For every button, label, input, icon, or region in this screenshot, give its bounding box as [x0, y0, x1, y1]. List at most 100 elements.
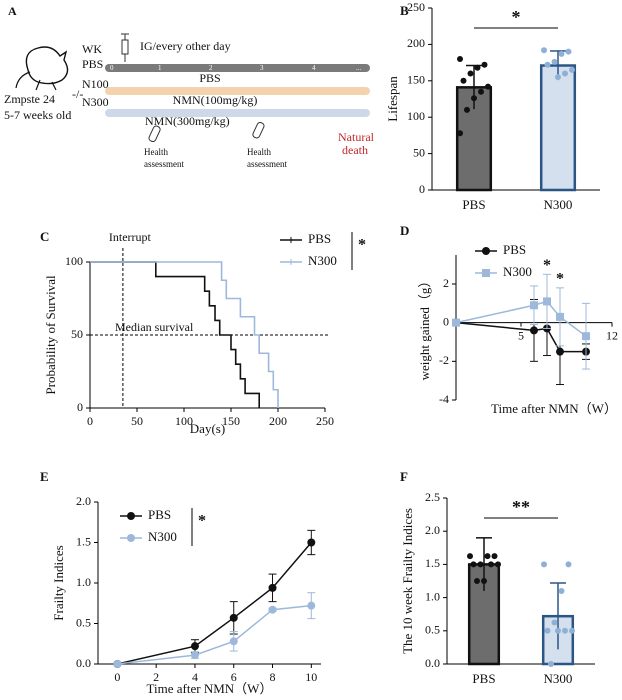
legend-label: N300	[148, 529, 177, 544]
y-tick-label: 50	[413, 145, 425, 159]
point	[562, 627, 568, 634]
panel-label: A	[8, 4, 17, 18]
week-label: 4	[312, 64, 316, 72]
x-tick-label: 6	[231, 670, 237, 684]
survival-curve	[90, 261, 260, 408]
point	[562, 70, 568, 77]
marker	[268, 583, 277, 592]
treatment: PBS	[199, 71, 220, 85]
point	[544, 627, 551, 634]
mouse-legs	[15, 71, 57, 91]
treatment: NMN(100mg/kg)	[173, 93, 258, 107]
point	[481, 61, 488, 68]
y-axis-label: The 10 week Frailty Indices	[400, 508, 415, 654]
y-tick-label: 2.0	[425, 523, 440, 537]
marker	[127, 534, 135, 542]
legend-label: PBS	[503, 242, 526, 257]
mouse-icon	[25, 46, 69, 85]
significance: *	[512, 7, 521, 27]
assessment: Health	[144, 147, 168, 157]
y-tick-label: 0.0	[76, 656, 91, 670]
marker	[229, 613, 238, 622]
week-label: 2	[209, 64, 213, 72]
bar	[455, 86, 493, 192]
point	[544, 61, 551, 68]
annotation: *	[543, 257, 551, 274]
group-bar	[105, 87, 370, 95]
y-axis-label: Lifespan	[385, 76, 400, 122]
point	[555, 627, 561, 634]
y-tick-label: 100	[407, 109, 425, 123]
point	[478, 88, 484, 95]
significance: *	[198, 513, 206, 530]
strain: Zmpste 24	[4, 92, 55, 106]
dosing: IG/every other day	[140, 39, 231, 53]
point	[558, 50, 565, 57]
point	[541, 561, 547, 568]
y-tick-label: 0	[77, 400, 83, 414]
y-tick-label: 0	[419, 182, 425, 196]
point	[551, 58, 558, 65]
point	[558, 587, 565, 594]
panel-label: E	[40, 469, 49, 484]
marker	[482, 269, 490, 277]
point	[569, 627, 575, 634]
point	[481, 578, 487, 584]
assessment: Health	[247, 147, 271, 157]
y-tick-label: 2.0	[76, 494, 91, 508]
x-tick-label: 10	[305, 670, 317, 684]
y-tick-label: 100	[65, 254, 83, 268]
x-tick-label: 150	[222, 414, 240, 428]
x-tick-label: PBS	[472, 671, 495, 686]
genotype: -/-	[72, 87, 83, 101]
legend-label: N300	[308, 253, 337, 268]
point	[477, 561, 484, 568]
panel-a: A Zmpste 24 -/- 5-7 weeks old WK PBS N10…	[4, 4, 375, 169]
x-tick-label: 4	[192, 670, 198, 684]
tube-icon	[252, 121, 265, 139]
x-tick-label: 100	[175, 414, 193, 428]
legend-label: PBS	[308, 231, 331, 246]
group-bar	[105, 109, 370, 117]
y-tick-label: 1.0	[76, 575, 91, 589]
legend-label: PBS	[148, 507, 171, 522]
significance: *	[358, 237, 366, 254]
marker	[556, 312, 564, 321]
y-tick-label: 2	[443, 276, 449, 290]
week-label: 3	[260, 64, 264, 72]
point	[551, 619, 558, 626]
point	[467, 553, 473, 560]
x-tick-label: 12	[606, 328, 618, 342]
week-label: 0	[110, 64, 114, 72]
x-tick-label: 5	[518, 328, 524, 342]
y-tick-label: 1.0	[425, 589, 440, 603]
point	[485, 83, 491, 90]
y-tick-label: 0	[443, 314, 449, 328]
x-tick-label: 50	[131, 414, 143, 428]
tube-icon	[148, 125, 161, 143]
point	[491, 553, 498, 560]
point	[565, 561, 572, 568]
point	[488, 561, 494, 568]
marker	[543, 297, 551, 306]
point	[555, 74, 561, 81]
series-line	[117, 604, 312, 665]
point	[474, 64, 481, 71]
legend-label: N300	[503, 264, 532, 279]
y-tick-label: 0.5	[425, 623, 440, 637]
panel-label: B	[400, 3, 409, 18]
reference-label: Interrupt	[109, 230, 152, 244]
y-axis-label: Frailty Indices	[51, 545, 66, 620]
y-tick-label: -4	[439, 392, 449, 406]
y-tick-label: -2	[439, 353, 449, 367]
marker	[113, 660, 122, 668]
annotation: *	[556, 271, 564, 288]
x-tick-label: 0	[114, 670, 120, 684]
syringe-icon	[121, 33, 129, 62]
point	[548, 661, 554, 667]
week-labels: 0 1 2 3 4 ...	[110, 64, 362, 72]
point	[464, 106, 470, 113]
x-tick-label: 8	[270, 670, 276, 684]
assessment: assessment	[144, 159, 184, 169]
y-axis-label: weight gained（g）	[417, 275, 432, 381]
